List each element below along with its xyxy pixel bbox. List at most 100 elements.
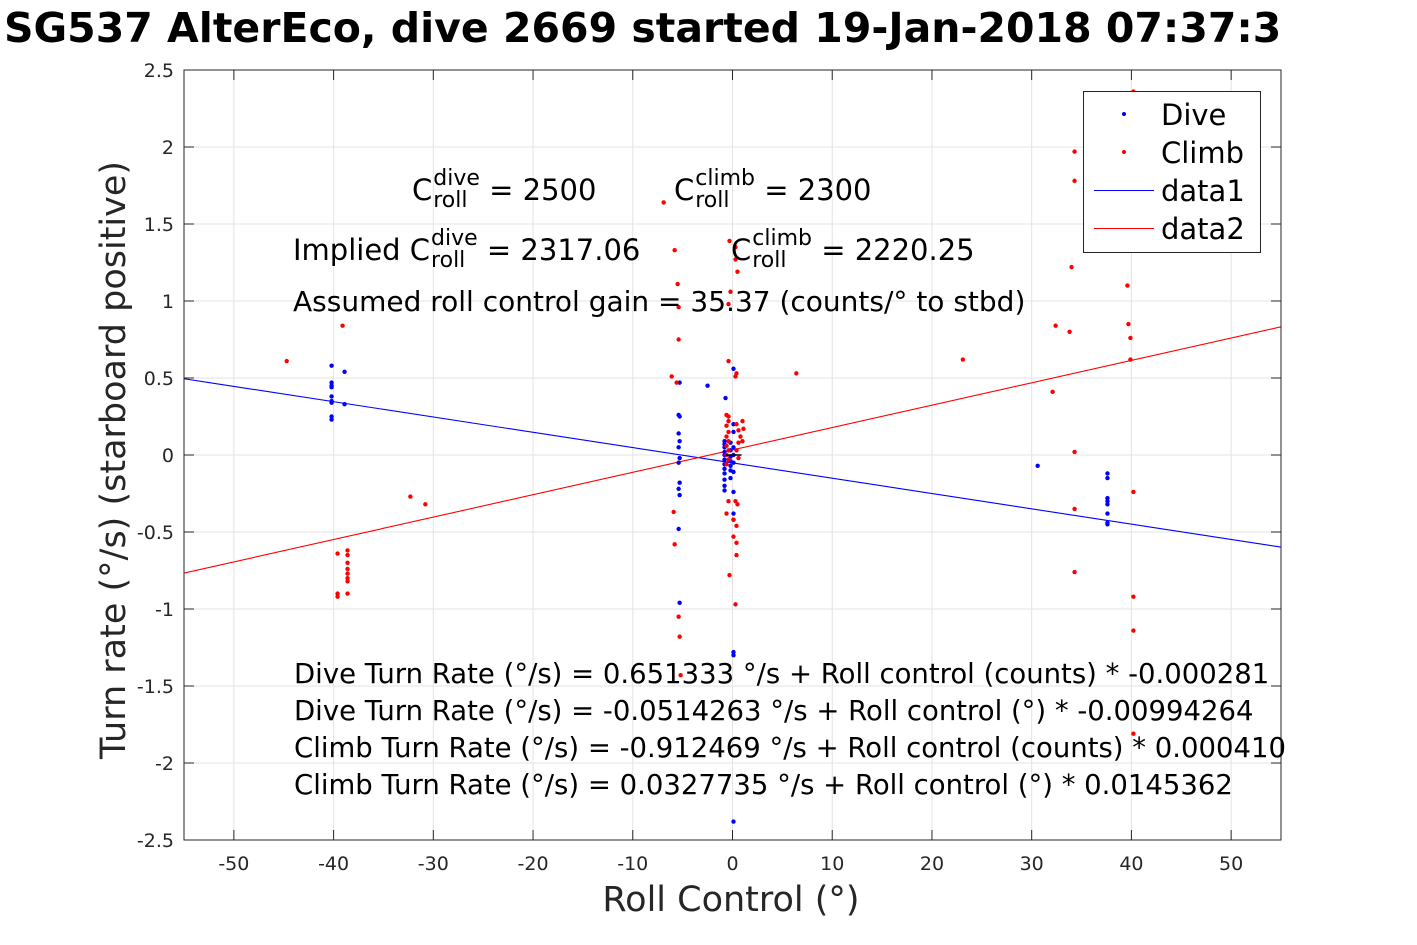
data-point-climb — [733, 602, 738, 607]
data-point-dive — [731, 469, 736, 475]
data-point-dive — [722, 457, 727, 462]
data-point-climb — [726, 301, 731, 307]
data-point-dive — [731, 366, 736, 371]
y-tick-label: 2 — [162, 137, 174, 159]
data-point-dive — [676, 445, 681, 450]
data-point-dive — [731, 460, 736, 465]
data-point-dive — [676, 460, 681, 465]
data-point-climb — [1072, 178, 1077, 184]
data-point-climb — [1131, 489, 1136, 495]
data-point-dive — [677, 438, 682, 444]
legend-climb-marker — [1122, 150, 1126, 154]
data-point-climb — [1072, 149, 1077, 154]
data-point-dive — [677, 455, 682, 461]
legend-item-data1: data1 — [1084, 172, 1260, 209]
data-point-dive — [676, 526, 681, 532]
data-point-climb — [1131, 628, 1136, 633]
data-point-climb — [1069, 264, 1074, 270]
data-point-climb — [724, 423, 729, 428]
data-point-climb — [735, 502, 740, 507]
data-point-climb — [1072, 449, 1077, 455]
data-point-climb — [731, 517, 736, 522]
data-point-dive — [1105, 522, 1110, 527]
data-point-dive — [329, 385, 334, 390]
c-roll-dive-sub: roll — [433, 188, 468, 213]
equation-line: Dive Turn Rate (°/s) = 0.651333 °/s + Ro… — [294, 658, 1270, 690]
data-point-climb — [724, 434, 729, 439]
data-point-dive — [731, 445, 736, 450]
data-point-climb — [728, 289, 733, 294]
legend-dive-marker — [1122, 112, 1126, 116]
y-tick-label: 2.5 — [144, 60, 174, 82]
data-point-dive — [329, 394, 334, 399]
x-tick-label: -50 — [218, 853, 249, 875]
data-point-dive — [722, 483, 727, 488]
data-point-climb — [735, 269, 740, 274]
data-point-climb — [671, 509, 676, 515]
data-point-dive — [677, 480, 682, 485]
equation-line: Dive Turn Rate (°/s) = -0.0514263 °/s + … — [294, 695, 1254, 727]
y-tick-label: -2 — [155, 753, 174, 775]
x-tick-label: -30 — [418, 853, 449, 875]
data-point-climb — [345, 548, 350, 553]
data-point-climb — [345, 560, 350, 565]
data-point-dive — [676, 431, 681, 436]
legend-data2-label: data2 — [1161, 212, 1245, 246]
y-tick-label: -1 — [155, 599, 174, 621]
c-roll-climb-prefix: C — [674, 173, 695, 207]
c-roll-climb-value: = 2300 — [764, 173, 872, 207]
chart-title: SG537 AlterEco, dive 2669 started 19-Jan… — [4, 4, 1282, 52]
data-point-dive — [342, 401, 347, 407]
data-point-climb — [284, 358, 289, 364]
x-tick-label: 50 — [1219, 853, 1243, 875]
data-point-climb — [740, 418, 745, 424]
x-tick-label: -20 — [518, 853, 549, 875]
x-axis-label: Roll Control (°) — [602, 880, 860, 920]
data-point-dive — [1105, 471, 1110, 476]
data-point-climb — [335, 594, 340, 599]
data-point-climb — [1050, 389, 1055, 395]
data-point-climb — [733, 374, 738, 379]
data-point-dive — [677, 414, 682, 419]
data-point-dive — [728, 475, 733, 481]
y-axis-label: Turn rate (°/s) (starboard positive) — [94, 160, 134, 760]
data-point-climb — [1125, 283, 1130, 288]
data-point-climb — [1126, 321, 1131, 327]
c-roll-climb-sub: roll — [695, 188, 730, 213]
data-point-climb — [724, 462, 729, 467]
y-tick-label: 1 — [162, 291, 174, 313]
data-point-climb — [738, 434, 743, 439]
data-point-climb — [1131, 731, 1136, 736]
data-point-climb — [733, 244, 738, 250]
data-point-climb — [726, 499, 731, 504]
legend-data2-line — [1094, 228, 1154, 229]
data-point-dive — [722, 438, 727, 444]
implied-dive-sub: roll — [431, 248, 466, 273]
data-point-climb — [408, 494, 413, 499]
data-point-climb — [672, 247, 677, 253]
legend-climb-label: Climb — [1161, 136, 1245, 170]
data-point-dive — [677, 600, 682, 606]
data-point-climb — [676, 337, 681, 342]
data-point-climb — [661, 200, 666, 205]
implied-dive-prefix: Implied C — [293, 233, 431, 267]
data-point-climb — [345, 566, 350, 572]
legend-item-data2: data2 — [1084, 210, 1260, 247]
y-tick-label: -0.5 — [137, 522, 174, 544]
data-point-climb — [741, 426, 746, 432]
c-roll-dive-prefix: C — [412, 173, 433, 207]
data-point-dive — [722, 488, 727, 493]
data-point-climb — [335, 551, 340, 556]
x-tick-label: 30 — [1020, 853, 1044, 875]
c-roll-dive-sup: dive — [433, 166, 480, 191]
data-point-climb — [736, 440, 741, 445]
data-point-climb — [423, 502, 428, 507]
y-tick-label: -1.5 — [137, 676, 174, 698]
data-point-climb — [676, 304, 681, 310]
gain-annotation: Assumed roll control gain = 35.37 (count… — [293, 285, 1026, 318]
